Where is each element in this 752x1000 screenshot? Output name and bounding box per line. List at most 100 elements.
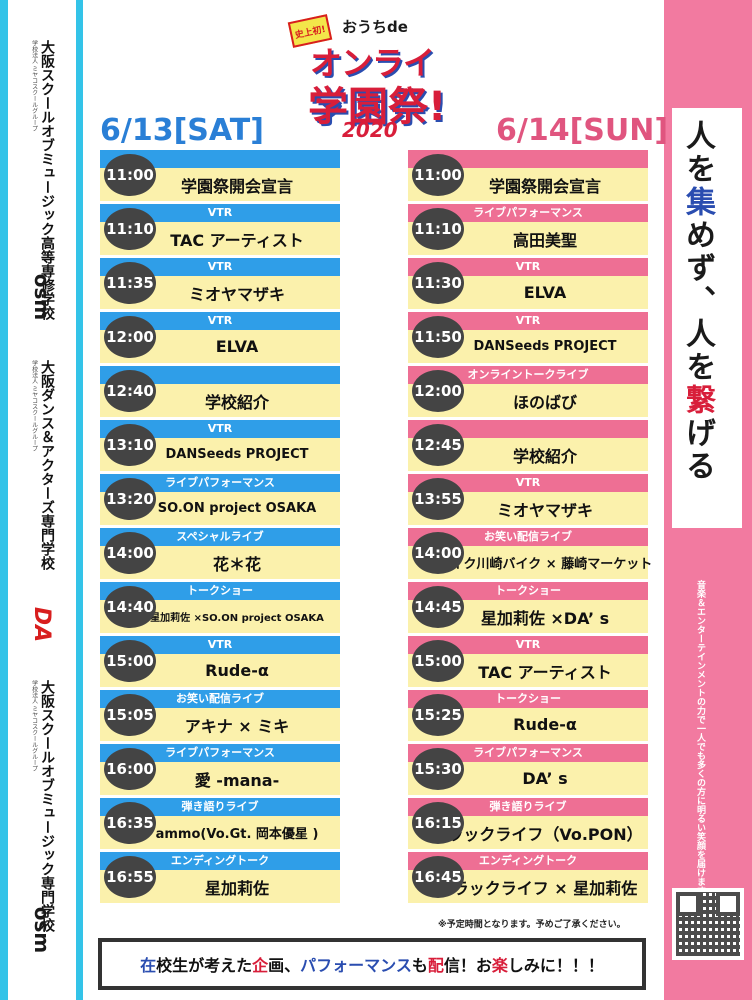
slot-time: 14:00	[412, 532, 464, 574]
school-list-panel: 大阪スクールオブミュージック高等専修学校 学校法人 ミヤコスクールグループ os…	[8, 0, 76, 1000]
slogan: 人を集めず、人を繋げる	[680, 120, 715, 483]
schedule-slot: VTR Rude-α 15:00	[100, 636, 340, 690]
slot-time: 14:00	[104, 532, 156, 574]
slot-time: 11:10	[412, 208, 464, 250]
schedule-slot: VTR ミオヤマザキ 11:35	[100, 258, 340, 312]
school-name: 大阪ダンス＆アクターズ専門学校	[38, 360, 55, 570]
slogan-part: 人を	[680, 120, 715, 186]
schedule-sun: 学園祭開会宣言 11:00 ライブパフォーマンス 高田美聖 11:10 VTR ELVA 11…	[408, 150, 652, 906]
banner-part: 画、	[268, 956, 301, 975]
slogan-part: めず、人を	[680, 219, 715, 384]
slot-category: VTR	[100, 312, 340, 330]
slot-category: VTR	[100, 420, 340, 438]
slot-time: 12:00	[412, 370, 464, 412]
slot-category: エンディングトーク	[100, 852, 340, 870]
slot-time: 15:00	[412, 640, 464, 682]
slot-category: スペシャルライブ	[100, 528, 340, 546]
logo-online: オンライン	[310, 44, 435, 128]
qr-code[interactable]	[672, 888, 744, 960]
slot-time: 12:45	[412, 424, 464, 466]
day-title-sun: 6/14[SUN]	[496, 113, 669, 148]
slot-category	[100, 366, 340, 384]
schedule-sat: 学園祭開会宣言 11:00 VTR TAC アーティスト 11:10 VTR ミオヤマザキ 1…	[100, 150, 340, 906]
schedule-slot: 学園祭開会宣言 11:00	[408, 150, 648, 204]
da-logo: DA	[29, 606, 55, 643]
school-sub: 学校法人 ミヤコスクールグループ	[30, 680, 38, 772]
slot-category: VTR	[408, 258, 648, 276]
banner-part: 在	[140, 956, 157, 975]
schedule-slot: トークショー 星加莉佐 ×DA’ s 14:45	[408, 582, 648, 636]
slot-category: VTR	[408, 474, 648, 492]
schedule-slot: お笑い配信ライブ アキナ × ミキ 15:05	[100, 690, 340, 744]
schedule-slot: ライブパフォーマンス DA’ s 15:30	[408, 744, 648, 798]
schedule-slot: ライブパフォーマンス SO.ON project OSAKA 13:20	[100, 474, 340, 528]
banner-part: 校生が考えた	[156, 956, 253, 975]
slot-category: ライブパフォーマンス	[408, 204, 648, 222]
banner-part: 楽	[491, 956, 508, 975]
banner-part: 配	[427, 956, 444, 975]
school-da-logo: DA	[8, 607, 76, 643]
slot-time: 16:55	[104, 856, 156, 898]
slot-time: 16:15	[412, 802, 464, 844]
schedule-slot: 学園祭開会宣言 11:00	[100, 150, 340, 204]
schedule-slot: 学校紹介 12:45	[408, 420, 648, 474]
schedule-slot: VTR DANSeeds PROJECT 11:50	[408, 312, 648, 366]
schedule-slot: ライブパフォーマンス愛 -mana- 16:00	[100, 744, 340, 798]
slogan-accent: 集	[680, 186, 715, 219]
slot-category	[100, 150, 340, 168]
schedule-slot: ライブパフォーマンス 高田美聖 11:10	[408, 204, 648, 258]
slot-time: 12:40	[104, 370, 156, 412]
banner-part: 信！お	[443, 956, 492, 975]
banner-part: 企	[252, 956, 269, 975]
event-logo: 史上初! おうちde オンライン 学園祭! 2020	[287, 8, 460, 143]
slot-time: 11:50	[412, 316, 464, 358]
slot-time: 11:35	[104, 262, 156, 304]
slot-category: エンディングトーク	[408, 852, 648, 870]
slot-category: オンライントークライブ	[408, 366, 648, 384]
slot-time: 11:30	[412, 262, 464, 304]
slot-category: 弾き語りライブ	[408, 798, 648, 816]
slot-time: 13:20	[104, 478, 156, 520]
slot-category: VTR	[408, 636, 648, 654]
slot-title: 星加莉佐 ×DA’ s	[408, 600, 648, 633]
slot-time: 11:00	[412, 154, 464, 196]
slot-category: ライブパフォーマンス	[408, 744, 648, 762]
qr-pattern	[676, 892, 740, 956]
slot-category: お笑い配信ライブ	[100, 690, 340, 708]
schedule-slot: 学校紹介 12:40	[100, 366, 340, 420]
slot-category: 弾き語りライブ	[100, 798, 340, 816]
schedule-slot: VTR ELVA 11:30	[408, 258, 648, 312]
bottom-banner: 在校生が考えた企画、 パフォーマンスも配信！お楽しみに！！！	[98, 938, 646, 990]
slot-time: 11:10	[104, 208, 156, 250]
schedule-slot: お笑い配信ライブ バイク川崎バイク × 藤崎マーケット 14:00	[408, 528, 652, 582]
slot-category: VTR	[408, 312, 648, 330]
slot-time: 15:25	[412, 694, 464, 736]
day-title-sat: 6/13[SAT]	[100, 113, 264, 148]
slot-time: 15:30	[412, 748, 464, 790]
osm-logo: osm	[29, 273, 54, 321]
schedule-slot: トークショー Rude-α 15:25	[408, 690, 648, 744]
banner-part: しみに！！！	[507, 956, 604, 975]
schedule-note: ※予定時間となります。予めご了承ください。	[438, 920, 626, 930]
slot-time: 16:35	[104, 802, 156, 844]
banner-part: も	[411, 956, 428, 975]
slot-category: トークショー	[100, 582, 340, 600]
slogan-accent: 繋	[680, 384, 715, 417]
slot-time: 12:00	[104, 316, 156, 358]
slot-time: 15:00	[104, 640, 156, 682]
slot-time: 14:45	[412, 586, 464, 628]
slot-time: 16:00	[104, 748, 156, 790]
school-osm-logo: osm	[8, 274, 76, 320]
slot-time: 16:45	[412, 856, 464, 898]
schedule-slot: スペシャルライブ 花＊花 14:00	[100, 528, 340, 582]
school-osm-logo-2: osm	[8, 907, 76, 953]
slot-category: お笑い配信ライブ	[408, 528, 648, 546]
slot-time: 13:55	[412, 478, 464, 520]
schedule-slot: 弾き語りライブ ammo(Vo.Gt. 岡本優星 ) 16:35	[100, 798, 340, 852]
slot-category: VTR	[100, 258, 340, 276]
slot-category: トークショー	[408, 582, 648, 600]
schedule-slot: オンライントークライブ ほのばび 12:00	[408, 366, 648, 420]
right-message: 音楽＆エンターテインメントの力で一人でも多くの方に明るい笑顔を届けます！	[695, 580, 705, 904]
schedule-slot: VTR ミオヤマザキ 13:55	[408, 474, 648, 528]
logo-year: 2020	[342, 118, 398, 142]
